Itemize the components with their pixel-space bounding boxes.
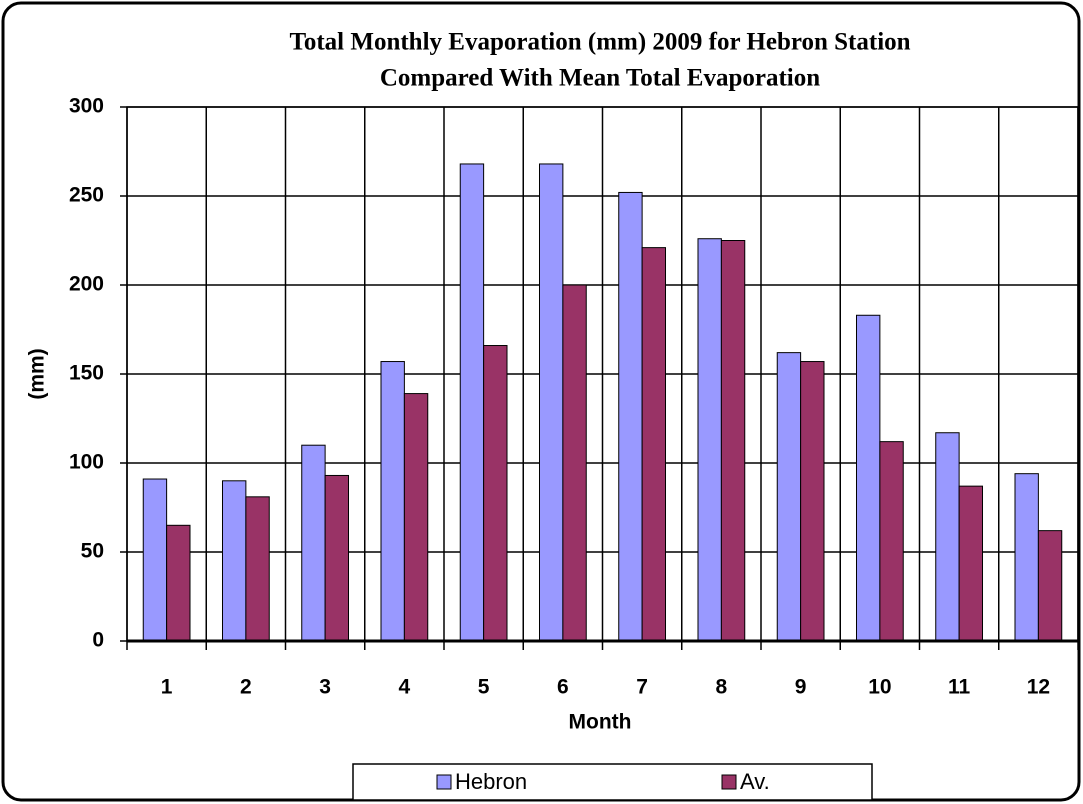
- bar: [324, 474, 350, 642]
- y-tick-label: 0: [92, 629, 104, 652]
- legend-swatch: [436, 774, 452, 790]
- bar: [221, 480, 247, 642]
- x-tick-label: 11: [948, 676, 971, 699]
- bar: [403, 393, 429, 642]
- x-tick-label: 6: [557, 676, 569, 699]
- bar: [618, 191, 643, 642]
- bar: [166, 524, 191, 642]
- bar: [459, 163, 485, 642]
- x-axis-label: Month: [569, 711, 632, 734]
- bar: [776, 352, 802, 642]
- bar: [538, 163, 564, 642]
- x-tick-label: 10: [868, 676, 891, 699]
- chart-title: Compared With Mean Total Evaporation: [380, 65, 820, 92]
- bar: [641, 247, 667, 642]
- bar: [958, 485, 984, 642]
- y-tick-label: 150: [69, 362, 104, 385]
- legend: [352, 763, 873, 801]
- bar: [879, 441, 904, 642]
- legend-label: Hebron: [455, 769, 527, 794]
- x-tick-label: 12: [1027, 676, 1050, 699]
- bar: [1014, 473, 1039, 642]
- bar: [142, 478, 168, 642]
- bar: [562, 284, 587, 642]
- x-tick-label: 1: [161, 676, 173, 699]
- y-tick-label: 300: [69, 95, 104, 118]
- bar: [720, 240, 746, 642]
- x-tick-label: 3: [319, 676, 331, 699]
- x-tick-label: 8: [716, 676, 728, 699]
- bar: [697, 238, 722, 642]
- bar: [935, 432, 960, 642]
- y-tick-label: 100: [69, 451, 104, 474]
- x-tick-label: 2: [240, 676, 252, 699]
- x-tick-label: 4: [399, 676, 411, 699]
- bar: [800, 361, 825, 642]
- x-tick-label: 9: [795, 676, 807, 699]
- bar: [380, 361, 405, 642]
- x-tick-label: 7: [636, 676, 648, 699]
- y-tick-label: 250: [69, 184, 104, 207]
- bar: [1037, 530, 1063, 642]
- x-tick-label: 5: [478, 676, 490, 699]
- bar: [855, 314, 881, 642]
- bar: [483, 345, 508, 642]
- legend-label: Av.: [740, 769, 770, 794]
- bar: [245, 496, 270, 642]
- chart-title: Total Monthly Evaporation (mm) 2009 for …: [289, 29, 910, 56]
- y-axis-label: (mm): [26, 348, 49, 399]
- y-tick-label: 50: [81, 540, 104, 563]
- y-tick-label: 200: [69, 273, 104, 296]
- legend-swatch: [721, 774, 737, 790]
- bar: [301, 444, 326, 642]
